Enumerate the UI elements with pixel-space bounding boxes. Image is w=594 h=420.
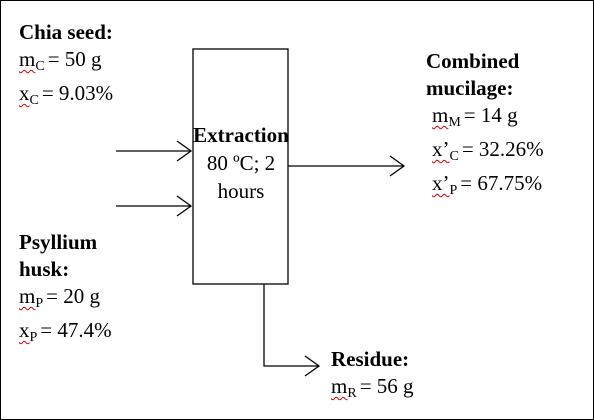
input-arrow	[116, 140, 193, 162]
quantity: mM = 14 g	[426, 102, 566, 136]
block-title: Residue:	[331, 347, 410, 371]
process-detail: 80 ºC; 2 hours	[206, 151, 276, 203]
amount: = 47.4%	[40, 318, 112, 342]
amount: = 56 g	[359, 374, 414, 398]
block-title: Combined mucilage:	[426, 49, 520, 100]
symbol: x’	[432, 171, 450, 195]
output-arrow	[263, 284, 321, 377]
subscript: P	[29, 330, 38, 345]
symbol: x’	[432, 137, 450, 161]
amount: = 32.26%	[461, 137, 544, 161]
quantity: x’P = 67.75%	[426, 170, 566, 204]
subscript: P	[449, 183, 458, 198]
process-title: Extraction	[193, 123, 289, 147]
input-arrow	[116, 195, 193, 217]
subscript: M	[448, 115, 461, 130]
output-arrow	[288, 155, 406, 177]
symbol: x	[19, 81, 30, 105]
subscript: C	[35, 59, 45, 74]
quantity: xP = 47.4%	[19, 317, 139, 351]
input-block: Chia seed: mC = 50 g xC = 9.03%	[19, 19, 189, 114]
amount: = 14 g	[463, 103, 518, 127]
input-block: Psyllium husk: mP = 20 g xP = 47.4%	[19, 229, 139, 351]
symbol: m	[432, 103, 449, 127]
amount: = 20 g	[46, 284, 100, 308]
amount: = 9.03%	[41, 81, 114, 105]
subscript: C	[449, 149, 459, 164]
amount: = 50 g	[47, 47, 102, 71]
symbol: m	[19, 47, 36, 71]
symbol: m	[331, 374, 348, 398]
process: Extraction 80 ºC; 2 hours	[193, 121, 289, 205]
subscript: R	[347, 386, 357, 401]
quantity: mC = 50 g	[19, 46, 189, 80]
amount: = 67.75%	[460, 171, 543, 195]
subscript: C	[29, 93, 39, 108]
quantity: x’C = 32.26%	[426, 136, 566, 170]
subscript: P	[35, 296, 44, 311]
quantity: xC = 9.03%	[19, 80, 189, 114]
symbol: m	[19, 284, 36, 308]
symbol: x	[19, 318, 30, 342]
quantity: mR = 56 g	[331, 373, 531, 407]
output-block: Residue: mR = 56 g	[331, 346, 531, 407]
block-title: Psyllium husk:	[19, 230, 98, 281]
quantity: mP = 20 g	[19, 283, 139, 317]
block-title: Chia seed:	[19, 20, 113, 44]
output-block: Combined mucilage: mM = 14 g x’C = 32.26% x’P…	[426, 48, 566, 204]
